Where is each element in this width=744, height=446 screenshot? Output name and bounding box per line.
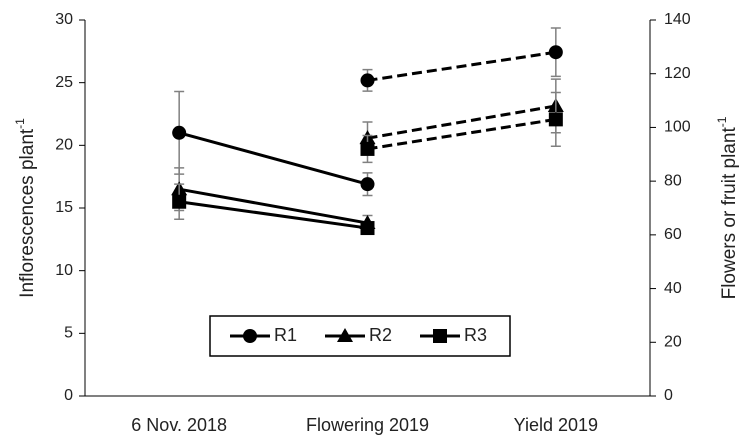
axis-label-text: Inflorescences plant <box>17 128 38 298</box>
x-tick-label: Yield 2019 <box>514 415 598 435</box>
y2-tick-label: 40 <box>664 280 682 297</box>
data-point <box>360 221 375 236</box>
data-point <box>360 73 375 88</box>
axis-label-sup: -1 <box>715 116 729 127</box>
data-point <box>548 45 563 60</box>
series-line <box>367 117 557 151</box>
axis-label-sup: -1 <box>13 118 27 129</box>
y-tick-label: 30 <box>55 11 73 28</box>
data-point <box>548 112 563 127</box>
y2-tick-label: 60 <box>664 226 682 243</box>
x-tick-label: 6 Nov. 2018 <box>131 415 227 435</box>
y2-tick-label: 80 <box>664 172 682 189</box>
legend-label: R1 <box>274 325 297 345</box>
y-tick-label: 0 <box>64 387 73 404</box>
data-point <box>360 141 375 156</box>
legend-marker <box>433 329 447 343</box>
data-point <box>172 125 187 140</box>
axis-label: Inflorescences plant-1 <box>13 118 38 298</box>
legend-marker <box>337 328 353 342</box>
legend-label: R2 <box>369 325 392 345</box>
y2-tick-label: 100 <box>664 119 691 136</box>
data-point <box>360 177 375 192</box>
y-tick-label: 25 <box>55 74 73 91</box>
series-line <box>178 131 368 186</box>
x-tick-label: Flowering 2019 <box>306 415 429 435</box>
y-tick-label: 15 <box>55 199 73 216</box>
data-point <box>172 194 187 209</box>
y2-tick-label: 120 <box>664 65 691 82</box>
y2-tick-label: 20 <box>664 334 682 351</box>
series-line <box>178 200 368 230</box>
series-line <box>367 50 557 82</box>
series-line <box>178 187 368 225</box>
y-tick-label: 20 <box>55 137 73 154</box>
axis-label-text: Flowers or fruit plant <box>719 127 740 300</box>
axis-label: Flowers or fruit plant-1 <box>715 116 740 299</box>
legend-marker <box>243 329 257 343</box>
series-line <box>367 104 557 140</box>
y-tick-label: 5 <box>64 325 73 342</box>
y-tick-label: 10 <box>55 262 73 279</box>
y2-tick-label: 0 <box>664 387 673 404</box>
y2-tick-label: 140 <box>664 11 691 28</box>
legend-label: R3 <box>464 325 487 345</box>
